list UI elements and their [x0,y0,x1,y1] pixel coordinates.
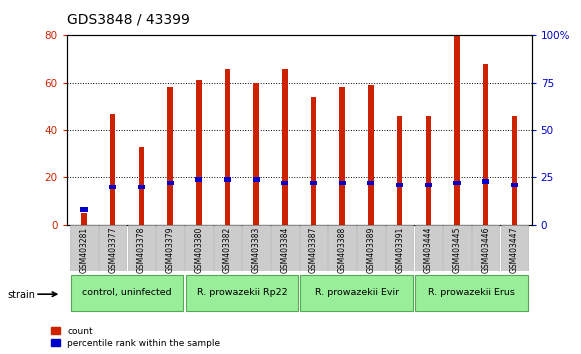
Text: GSM403391: GSM403391 [395,227,404,273]
Text: R. prowazekii Erus: R. prowazekii Erus [428,287,515,297]
Text: GSM403444: GSM403444 [424,227,433,273]
Bar [367,181,375,185]
Text: GSM403389: GSM403389 [367,227,375,273]
FancyBboxPatch shape [71,275,183,311]
Text: GSM403378: GSM403378 [137,227,146,273]
Text: GSM403382: GSM403382 [223,227,232,273]
Bar [109,184,116,189]
FancyBboxPatch shape [300,225,327,271]
Bar [453,181,461,185]
FancyBboxPatch shape [214,225,241,271]
Bar [196,80,202,225]
Text: GSM403377: GSM403377 [108,227,117,273]
Bar [454,35,460,225]
FancyBboxPatch shape [415,225,442,271]
FancyBboxPatch shape [271,225,299,271]
Bar [483,64,489,225]
Text: strain: strain [8,290,35,299]
FancyBboxPatch shape [328,225,356,271]
Bar [139,147,144,225]
Text: GSM403446: GSM403446 [481,227,490,273]
Bar [425,183,432,187]
Bar [396,183,403,187]
Bar [253,177,260,182]
Bar [81,207,88,212]
Bar [281,181,288,185]
Text: GSM403388: GSM403388 [338,227,347,273]
Bar [512,116,517,225]
Bar [339,87,345,225]
Text: GSM403445: GSM403445 [453,227,461,273]
Text: R. prowazekii Evir: R. prowazekii Evir [314,287,399,297]
FancyBboxPatch shape [300,275,413,311]
Text: GSM403384: GSM403384 [281,227,289,273]
Bar [110,114,116,225]
Text: GDS3848 / 43399: GDS3848 / 43399 [67,12,189,27]
FancyBboxPatch shape [501,225,528,271]
Text: control, uninfected: control, uninfected [83,287,172,297]
Text: GSM403387: GSM403387 [309,227,318,273]
FancyBboxPatch shape [70,225,98,271]
Bar [225,69,230,225]
FancyBboxPatch shape [185,275,298,311]
Bar [311,97,316,225]
Text: GSM403380: GSM403380 [194,227,203,273]
Text: GSM403447: GSM403447 [510,227,519,273]
Bar [482,179,489,184]
FancyBboxPatch shape [357,225,385,271]
FancyBboxPatch shape [386,225,414,271]
FancyBboxPatch shape [242,225,270,271]
FancyBboxPatch shape [185,225,213,271]
Bar [81,213,87,225]
Bar [397,116,403,225]
Text: GSM403379: GSM403379 [166,227,175,273]
FancyBboxPatch shape [128,225,155,271]
Text: GSM403281: GSM403281 [80,227,88,273]
Bar [253,83,259,225]
Text: R. prowazekii Rp22: R. prowazekii Rp22 [196,287,287,297]
Bar [138,184,145,189]
Text: GSM403383: GSM403383 [252,227,261,273]
FancyBboxPatch shape [415,275,528,311]
Bar [195,177,202,182]
Bar [368,85,374,225]
FancyBboxPatch shape [156,225,184,271]
Bar [167,87,173,225]
FancyBboxPatch shape [443,225,471,271]
FancyBboxPatch shape [99,225,127,271]
Bar [282,69,288,225]
FancyBboxPatch shape [472,225,500,271]
Bar [339,181,346,185]
Bar [425,116,431,225]
Bar [224,177,231,182]
Legend: count, percentile rank within the sample: count, percentile rank within the sample [51,327,220,348]
Bar [310,181,317,185]
Bar [167,181,174,185]
Bar [511,183,518,187]
